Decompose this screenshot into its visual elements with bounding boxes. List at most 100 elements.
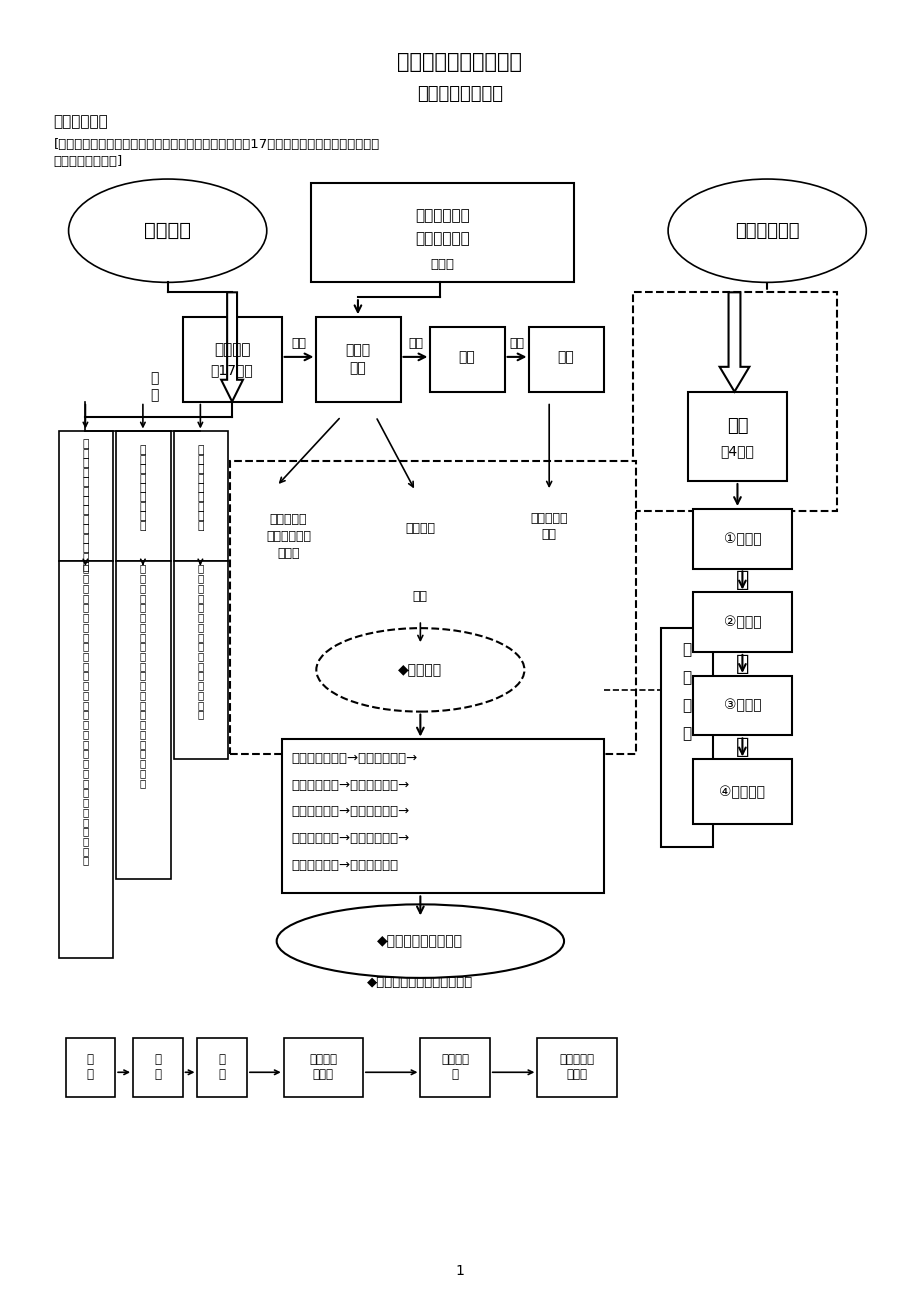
- Text: 制: 制: [140, 642, 146, 651]
- Bar: [283, 1038, 362, 1098]
- Text: 平: 平: [82, 788, 88, 798]
- Text: 群: 群: [82, 768, 88, 779]
- Text: 般: 般: [682, 671, 691, 685]
- Text: 生: 生: [82, 807, 88, 816]
- Text: 教材实验: 教材实验: [213, 342, 250, 358]
- Text: 合: 合: [197, 671, 203, 681]
- Text: 知: 知: [197, 465, 203, 474]
- Bar: [692, 759, 791, 824]
- Text: 观察、收
集数据: 观察、收 集数据: [309, 1053, 337, 1082]
- Text: 分
类: 分 类: [151, 371, 159, 402]
- Text: 次: 次: [197, 710, 203, 720]
- Text: 分: 分: [82, 583, 88, 592]
- Text: ◆预测实验现象、原因、结果: ◆预测实验现象、原因、结果: [367, 976, 473, 990]
- Text: 系: 系: [82, 827, 88, 836]
- Text: 寻找合适的: 寻找合适的: [269, 513, 307, 526]
- Text: 方: 方: [140, 768, 146, 779]
- Text: 素材: 素材: [349, 361, 366, 375]
- Text: 设: 设: [140, 492, 146, 503]
- Bar: [537, 1038, 616, 1098]
- Polygon shape: [719, 293, 749, 392]
- Bar: [692, 676, 791, 736]
- Text: 、: 、: [197, 603, 203, 612]
- Text: 原则、器材、: 原则、器材、: [266, 530, 311, 543]
- Text: 、: 、: [140, 719, 146, 729]
- Text: 答案: 答案: [557, 350, 573, 363]
- Text: 果: 果: [140, 710, 146, 720]
- Text: 离: 离: [82, 564, 88, 574]
- Bar: [375, 491, 464, 570]
- Bar: [687, 392, 786, 482]
- Text: 预: 预: [140, 681, 146, 690]
- Text: 用: 用: [197, 690, 203, 700]
- Text: 水: 水: [82, 777, 88, 788]
- Text: 构思控制方法→选择实验器材→: 构思控制方法→选择实验器材→: [291, 806, 409, 819]
- Text: 严格操作程序→捕获实验事实→: 严格操作程序→捕获实验事实→: [291, 832, 409, 845]
- Text: 应: 应: [197, 681, 203, 690]
- Text: 、: 、: [82, 797, 88, 807]
- Text: 解: 解: [197, 622, 203, 631]
- Text: 假
设: 假 设: [86, 1053, 94, 1082]
- Text: 理: 理: [197, 612, 203, 622]
- Text: 统: 统: [82, 836, 88, 846]
- Text: 次: 次: [197, 483, 203, 493]
- Bar: [632, 293, 835, 510]
- Text: 验: 验: [82, 458, 88, 469]
- Text: 表达: 表达: [458, 350, 475, 363]
- Text: 输出: 输出: [541, 529, 556, 542]
- Bar: [281, 740, 603, 893]
- Text: 构: 构: [82, 496, 88, 506]
- Bar: [116, 561, 170, 879]
- Text: 结: 结: [82, 487, 88, 496]
- Text: 结: 结: [140, 583, 146, 592]
- Text: 体: 体: [82, 719, 88, 729]
- Text: 题: 题: [197, 521, 203, 531]
- Text: 计: 计: [197, 503, 203, 512]
- Text: 水: 水: [82, 681, 88, 690]
- Text: 态: 态: [82, 816, 88, 827]
- Text: 、: 、: [82, 700, 88, 710]
- Text: 水: 水: [82, 729, 88, 740]
- Text: 输出: 输出: [508, 337, 524, 350]
- Text: 、: 、: [140, 671, 146, 681]
- Ellipse shape: [69, 180, 267, 283]
- Ellipse shape: [667, 180, 866, 283]
- Text: 明确目的的要求→联系基本原理→: 明确目的的要求→联系基本原理→: [291, 751, 417, 764]
- Bar: [661, 628, 712, 846]
- Bar: [198, 1038, 246, 1098]
- Bar: [232, 486, 346, 600]
- Bar: [692, 509, 791, 569]
- Text: 认: 认: [197, 454, 203, 465]
- Text: ③简约性: ③简约性: [723, 699, 760, 712]
- Text: 试: 试: [140, 512, 146, 521]
- Text: 平: 平: [82, 612, 88, 622]
- Bar: [174, 431, 228, 561]
- Text: 析: 析: [140, 573, 146, 583]
- Text: 一、网络导学: 一、网络导学: [53, 113, 108, 129]
- Text: 识: 识: [82, 543, 88, 553]
- Text: 一: 一: [682, 642, 691, 658]
- Ellipse shape: [316, 628, 524, 712]
- Text: 条: 条: [140, 651, 146, 661]
- Ellipse shape: [277, 905, 563, 978]
- Text: 二轮实验专题复习策略: 二轮实验专题复习策略: [397, 52, 522, 72]
- Text: 平: 平: [82, 855, 88, 866]
- Text: （17个）: （17个）: [210, 363, 253, 376]
- Text: 子: 子: [82, 592, 88, 603]
- Text: ②可行性: ②可行性: [723, 615, 760, 629]
- Text: 胞: 胞: [82, 651, 88, 661]
- Bar: [133, 1038, 182, 1098]
- Bar: [375, 575, 464, 620]
- Text: 整合: 整合: [407, 337, 423, 350]
- Text: 思维表达过程: 思维表达过程: [414, 232, 469, 246]
- Text: 新实验: 新实验: [345, 342, 370, 357]
- Text: 试: 试: [197, 512, 203, 521]
- Text: 获取信息: 获取信息: [405, 522, 435, 535]
- Text: 个: 个: [82, 710, 88, 720]
- Bar: [420, 1038, 489, 1098]
- Text: 水: 水: [82, 846, 88, 855]
- Text: 应用: 应用: [290, 337, 306, 350]
- Text: 验: 验: [140, 465, 146, 474]
- Text: 知: 知: [82, 534, 88, 544]
- Polygon shape: [221, 293, 243, 401]
